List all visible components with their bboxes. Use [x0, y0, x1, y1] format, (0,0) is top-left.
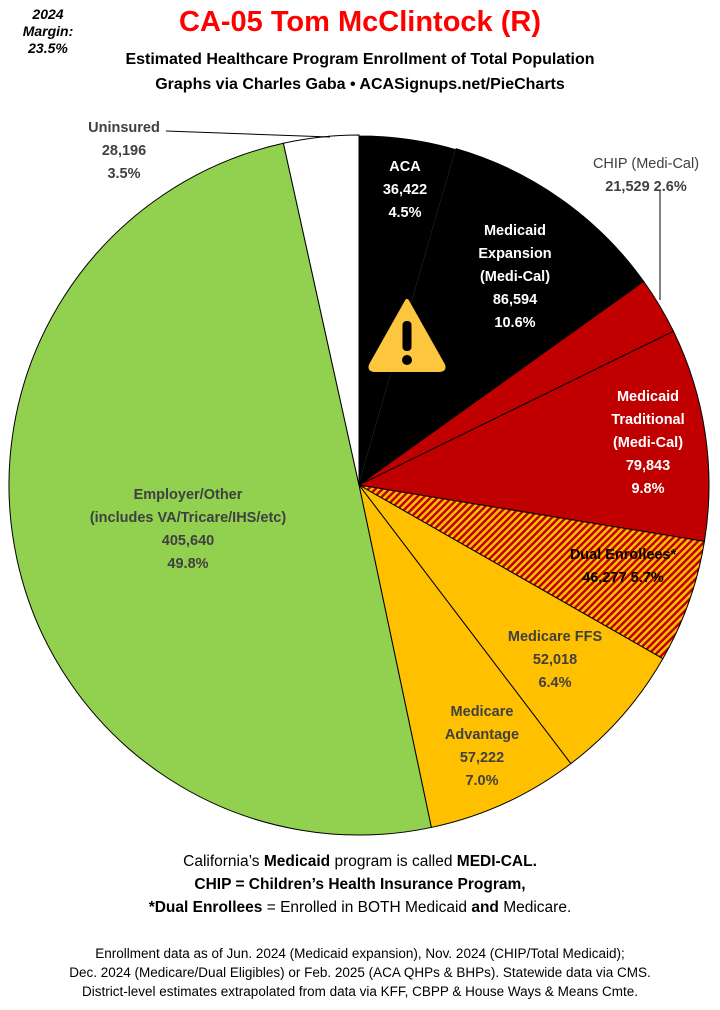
label-aca: ACA 36,422 4.5%: [382, 159, 428, 221]
label-medicaid-traditional: Medicaid Traditional (Medi-Cal) 79,843 9.8%: [611, 389, 685, 497]
pie-slice-medicaid-traditional-medi-cal: [357, 330, 710, 542]
label-uninsured: Uninsured 28,196 3.5%: [88, 120, 160, 182]
margin-value: 23.5%: [28, 40, 68, 56]
label-medicaid-expansion: Medicaid Expansion (Medi-Cal) 86,594 10.6%: [478, 223, 552, 331]
label-medicare-advantage: Medicare Advantage 57,222 7.0%: [444, 704, 520, 789]
margin-label: 2024 Margin:: [22, 6, 74, 39]
label-medicare-ffs: Medicare FFS 52,018 6.4%: [507, 629, 603, 691]
footnote-chip: CHIP = Children’s Health Insurance Progr…: [194, 876, 526, 893]
footnote-medi-cal: California’s Medicaid program is called …: [183, 853, 537, 870]
chart-credit: Graphs via Charles Gaba • ACASignups.net…: [155, 76, 565, 93]
source-note-1: Enrollment data as of Jun. 2024 (Medicai…: [95, 946, 625, 961]
pie-slice-medicare-advantage: [358, 484, 572, 829]
pie-slice-employer-other-includes-va-tricare-ihs-etc: [8, 142, 432, 836]
source-note-2: Dec. 2024 (Medicare/Dual Eligibles) or F…: [69, 965, 651, 980]
label-dual-enrollees: Dual Enrollees* 46,277 5.7%: [570, 544, 676, 590]
pie-slice-dual-enrollees: [358, 484, 706, 660]
footnote-dual: *Dual Enrollees = Enrolled in BOTH Medic…: [148, 899, 572, 916]
uninsured-leader-line: [165, 130, 331, 138]
chart-title: CA-05 Tom McClintock (R): [179, 6, 541, 38]
source-note-3: District-level estimates extrapolated fr…: [82, 984, 638, 999]
margin-note: 2024 Margin: 23.5%: [8, 6, 88, 57]
label-chip: CHIP (Medi-Cal) 21,529 2.6%: [592, 156, 700, 195]
pie-slice-medicaid-expansion-medi-cal: [358, 148, 645, 487]
label-employer-other: Employer/Other (includes VA/Tricare/IHS/e…: [89, 487, 287, 572]
chart-subtitle: Estimated Healthcare Program Enrollment …: [125, 51, 595, 68]
pie-slice-medicare-ffs: [358, 484, 664, 765]
warning-icon: [368, 299, 446, 372]
